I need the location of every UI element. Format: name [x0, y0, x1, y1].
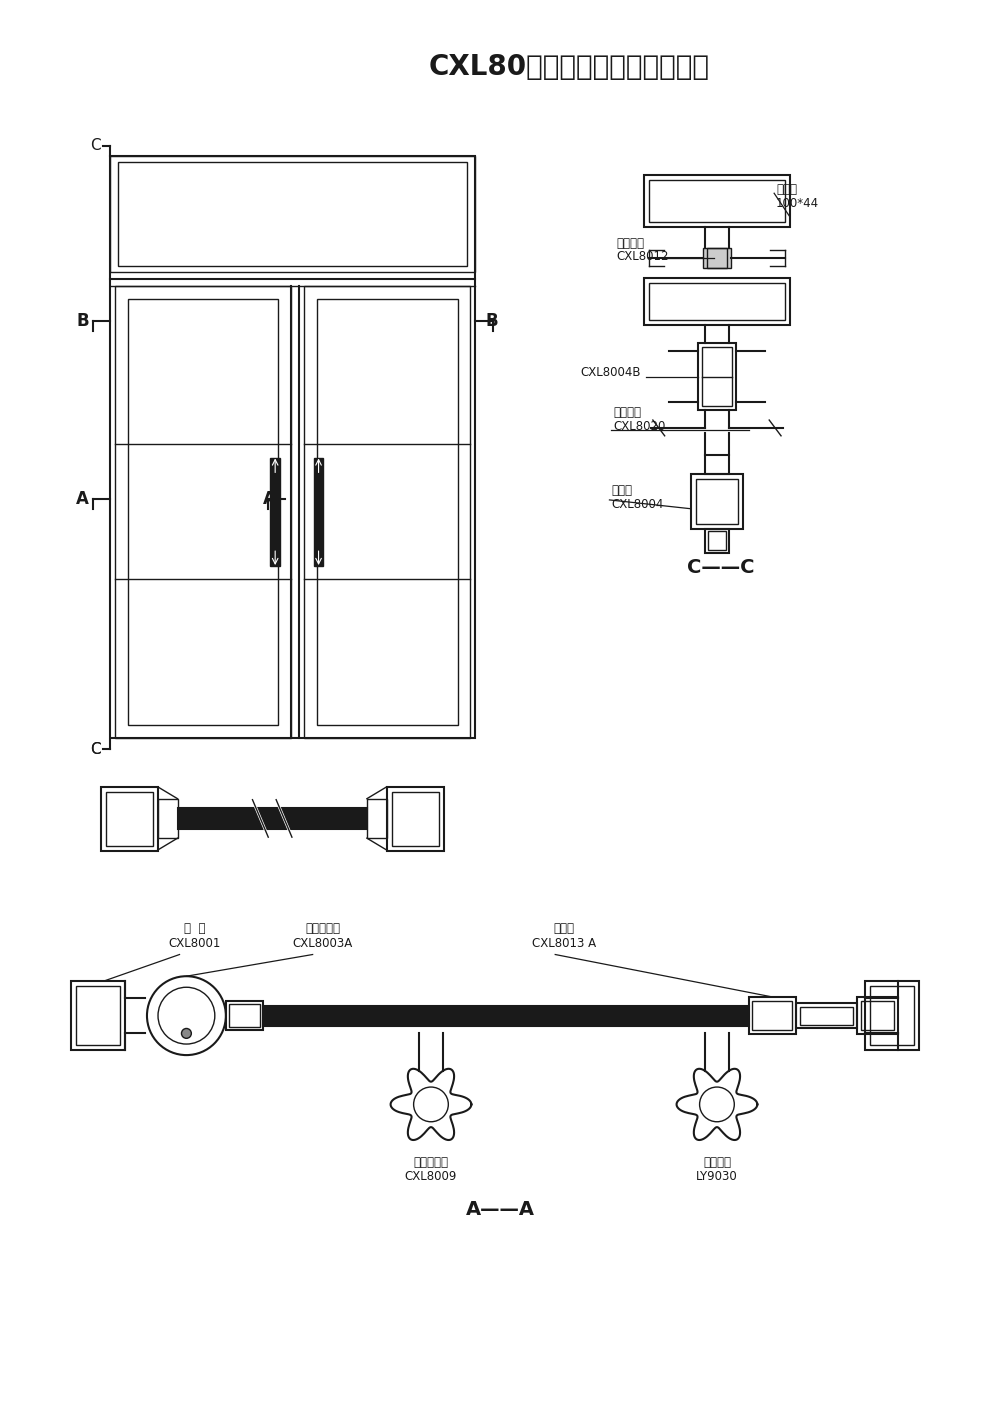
Bar — [392, 792, 439, 846]
Text: 方管框: 方管框 — [776, 184, 797, 197]
Bar — [178, 807, 367, 829]
Text: 扇立边: 扇立边 — [554, 922, 575, 935]
Bar — [796, 1003, 857, 1028]
Bar — [118, 161, 467, 266]
Text: CXL8013 A: CXL8013 A — [532, 936, 596, 950]
Text: CXL8001: CXL8001 — [168, 936, 220, 950]
Text: 圆管拉手座: 圆管拉手座 — [413, 1155, 448, 1169]
Bar — [317, 298, 458, 725]
Bar — [226, 1001, 263, 1031]
Bar — [870, 986, 914, 1045]
Bar — [387, 786, 444, 851]
Bar — [644, 279, 790, 325]
Text: 扇下坎: 扇下坎 — [611, 484, 632, 498]
Bar — [71, 981, 125, 1051]
Bar — [110, 156, 475, 271]
Text: 圆柱扇立边: 圆柱扇立边 — [305, 922, 340, 935]
Text: A: A — [76, 489, 89, 508]
Text: C: C — [90, 742, 101, 756]
Bar — [101, 786, 158, 851]
Text: 双玻扣条: 双玻扣条 — [613, 406, 641, 419]
Bar — [691, 474, 743, 529]
Bar — [707, 249, 727, 269]
Bar — [857, 997, 898, 1035]
Bar — [752, 1001, 792, 1031]
Text: A——A: A——A — [466, 1200, 534, 1219]
Bar — [270, 458, 280, 566]
Text: C: C — [90, 139, 101, 153]
Text: CXL80系列平开、地弹门节点图: CXL80系列平开、地弹门节点图 — [429, 52, 710, 81]
Bar — [106, 792, 153, 846]
Bar — [861, 1001, 894, 1031]
Text: CXL8003A: CXL8003A — [292, 936, 353, 950]
Text: CXL8020: CXL8020 — [613, 420, 666, 433]
Bar — [263, 1005, 748, 1025]
Bar — [110, 156, 475, 738]
Bar — [708, 532, 726, 550]
Bar — [705, 529, 729, 553]
Text: 门  框: 门 框 — [184, 922, 205, 935]
Bar — [696, 479, 738, 523]
Bar — [304, 286, 470, 738]
Text: B: B — [76, 312, 89, 331]
Bar — [367, 799, 387, 839]
Text: CXL8009: CXL8009 — [405, 1171, 457, 1184]
Bar — [705, 454, 729, 474]
Text: C: C — [90, 742, 101, 756]
Text: B: B — [485, 312, 498, 331]
Bar — [703, 249, 731, 269]
Text: CXL8004B: CXL8004B — [581, 366, 641, 379]
Text: 圆管拉手: 圆管拉手 — [703, 1155, 731, 1169]
Bar — [158, 799, 178, 839]
Text: LY9030: LY9030 — [696, 1171, 738, 1184]
Bar — [698, 344, 736, 410]
Bar — [115, 286, 291, 738]
Bar — [76, 986, 120, 1045]
Text: A: A — [263, 489, 276, 508]
Bar — [644, 175, 790, 226]
Bar — [128, 298, 278, 725]
Text: CXL8012: CXL8012 — [616, 250, 669, 263]
Bar — [865, 981, 919, 1051]
Text: CXL8004: CXL8004 — [611, 498, 664, 510]
Bar — [229, 1004, 260, 1028]
Text: 双玻扣座: 双玻扣座 — [616, 236, 644, 250]
Circle shape — [181, 1028, 191, 1038]
Bar — [748, 997, 796, 1035]
Bar — [649, 283, 785, 321]
Text: 100*44: 100*44 — [776, 197, 819, 211]
Bar — [800, 1007, 853, 1025]
Text: C——C: C——C — [687, 559, 755, 577]
Bar — [314, 458, 323, 566]
Bar — [649, 181, 785, 222]
Bar — [702, 346, 732, 406]
